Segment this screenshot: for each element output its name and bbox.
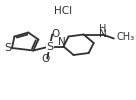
Text: HCl: HCl [54, 6, 72, 16]
Text: H: H [99, 24, 106, 34]
Text: O: O [51, 29, 59, 39]
Text: S: S [46, 42, 53, 52]
Text: S: S [4, 43, 11, 53]
Text: N: N [58, 38, 66, 48]
Text: CH₃: CH₃ [116, 32, 135, 42]
Text: N: N [99, 29, 106, 39]
Text: O: O [42, 55, 50, 64]
